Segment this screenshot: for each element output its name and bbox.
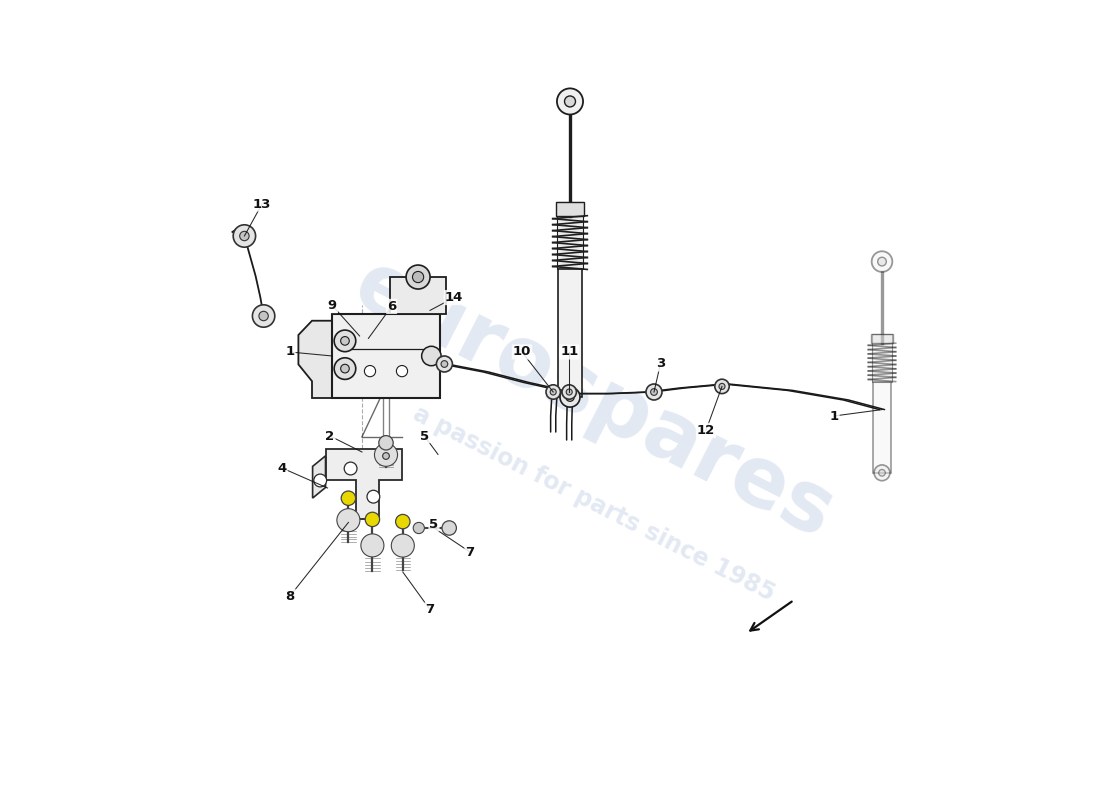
- Circle shape: [566, 389, 572, 395]
- Circle shape: [715, 379, 729, 394]
- Text: 10: 10: [513, 346, 531, 358]
- Circle shape: [378, 435, 393, 450]
- Circle shape: [383, 453, 389, 459]
- Bar: [871, 334, 892, 382]
- Bar: [557, 202, 583, 270]
- Circle shape: [334, 330, 355, 352]
- Circle shape: [406, 265, 430, 289]
- Polygon shape: [326, 449, 402, 519]
- Circle shape: [564, 96, 575, 107]
- Circle shape: [361, 534, 384, 557]
- Circle shape: [442, 521, 456, 535]
- Circle shape: [560, 387, 580, 407]
- Circle shape: [392, 534, 415, 557]
- Circle shape: [879, 470, 886, 476]
- Circle shape: [414, 522, 425, 534]
- Circle shape: [562, 385, 576, 399]
- Bar: [872, 382, 891, 473]
- Circle shape: [233, 225, 255, 247]
- Text: 1: 1: [285, 346, 295, 358]
- Circle shape: [878, 258, 887, 266]
- Circle shape: [344, 462, 358, 475]
- Bar: [870, 334, 893, 343]
- Circle shape: [364, 366, 375, 377]
- Circle shape: [365, 512, 380, 526]
- Circle shape: [341, 337, 350, 345]
- Circle shape: [258, 311, 268, 321]
- Text: 13: 13: [253, 198, 272, 210]
- Text: 4: 4: [277, 462, 287, 474]
- Circle shape: [546, 385, 560, 399]
- Circle shape: [396, 366, 408, 377]
- Circle shape: [396, 514, 410, 529]
- Circle shape: [650, 389, 658, 395]
- Circle shape: [341, 364, 350, 373]
- Text: 2: 2: [326, 430, 334, 442]
- Circle shape: [240, 231, 249, 241]
- Circle shape: [646, 384, 662, 400]
- Bar: [558, 270, 582, 397]
- Circle shape: [374, 443, 397, 466]
- Polygon shape: [298, 321, 332, 398]
- Circle shape: [337, 509, 360, 532]
- FancyBboxPatch shape: [390, 277, 447, 314]
- Circle shape: [550, 389, 557, 395]
- Circle shape: [437, 356, 452, 372]
- Text: 11: 11: [560, 346, 579, 358]
- Circle shape: [378, 448, 394, 464]
- Text: 9: 9: [328, 299, 337, 312]
- Text: 12: 12: [697, 424, 715, 437]
- Polygon shape: [312, 456, 326, 498]
- Text: 5: 5: [420, 430, 429, 442]
- Circle shape: [874, 465, 890, 481]
- Text: eurospares: eurospares: [341, 244, 847, 556]
- Text: 14: 14: [444, 291, 463, 304]
- Text: 5: 5: [429, 518, 439, 530]
- Circle shape: [367, 490, 380, 503]
- Circle shape: [565, 393, 574, 402]
- Circle shape: [557, 88, 583, 114]
- Circle shape: [719, 383, 725, 390]
- Circle shape: [441, 361, 448, 367]
- Circle shape: [334, 358, 355, 379]
- Circle shape: [871, 251, 892, 272]
- Bar: [556, 202, 584, 216]
- Circle shape: [421, 346, 441, 366]
- Circle shape: [314, 474, 327, 487]
- FancyBboxPatch shape: [332, 314, 440, 398]
- Text: 7: 7: [465, 546, 474, 558]
- Text: 3: 3: [656, 358, 666, 370]
- Text: a passion for parts since 1985: a passion for parts since 1985: [409, 402, 779, 606]
- Text: 1: 1: [829, 410, 838, 422]
- Text: 7: 7: [426, 603, 434, 616]
- Circle shape: [252, 305, 275, 327]
- Text: 8: 8: [285, 590, 295, 602]
- Circle shape: [412, 271, 424, 282]
- Circle shape: [341, 491, 355, 506]
- Text: 6: 6: [387, 300, 396, 313]
